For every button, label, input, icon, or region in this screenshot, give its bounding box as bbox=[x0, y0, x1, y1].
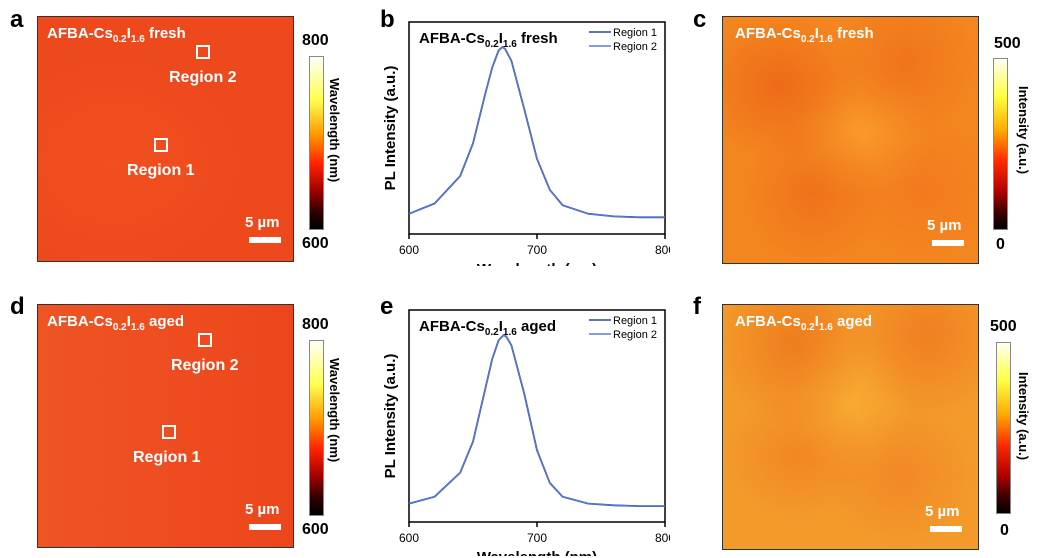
panel-label-c: c bbox=[693, 6, 707, 33]
chart-title: AFBA-Cs0.2I1.6 aged bbox=[419, 318, 556, 338]
map-title: AFBA-Cs0.2I1.6 aged bbox=[735, 313, 873, 333]
colorbar-max: 500 bbox=[990, 318, 1017, 335]
scale-bar bbox=[930, 526, 962, 532]
panel-label-b: b bbox=[380, 6, 395, 33]
colorbar-title: Wavelength (nm) bbox=[327, 358, 342, 463]
region-2-label: Region 2 bbox=[169, 69, 237, 86]
panel-label-a: a bbox=[10, 6, 24, 33]
wavelength-map-fresh: AFBA-Cs0.2I1.6 fresh Region 2 Region 1 5… bbox=[37, 16, 294, 262]
series-line-2 bbox=[408, 46, 665, 218]
scale-bar bbox=[932, 240, 964, 246]
legend-label-1: Region 1 bbox=[613, 27, 657, 39]
region-2-box bbox=[198, 333, 212, 347]
x-tick-label: 800 bbox=[655, 531, 670, 545]
region-1-box bbox=[162, 425, 176, 439]
series-line-1 bbox=[408, 333, 665, 507]
x-axis-label: Wavelength (nm) bbox=[477, 261, 597, 266]
colorbar-max: 800 bbox=[302, 32, 329, 49]
colorbar-min: 600 bbox=[302, 235, 329, 252]
intensity-map-aged: AFBA-Cs0.2I1.6 aged 5 µm bbox=[722, 304, 979, 550]
map-title: AFBA-Cs0.2I1.6 aged bbox=[47, 313, 185, 333]
scale-bar-label: 5 µm bbox=[245, 501, 280, 518]
plot-frame bbox=[408, 21, 666, 235]
y-axis-label: PL Intensity (a.u.) bbox=[382, 66, 399, 191]
legend-label-2: Region 2 bbox=[613, 329, 657, 341]
region-2-label: Region 2 bbox=[171, 357, 239, 374]
colorbar-title: Wavelength (nm) bbox=[327, 78, 342, 183]
plot-frame bbox=[408, 309, 666, 523]
pl-spectrum-fresh-chart: AFBA-Cs0.2I1.6 fresh Region 1 Region 2 600 7… bbox=[382, 21, 670, 266]
scale-bar-label: 5 µm bbox=[925, 503, 960, 520]
series-line-2 bbox=[408, 334, 665, 507]
region-1-box bbox=[154, 138, 168, 152]
region-1-label: Region 1 bbox=[133, 449, 201, 466]
colorbar-min: 0 bbox=[1000, 522, 1009, 539]
legend-label-2: Region 2 bbox=[613, 41, 657, 53]
map-title: AFBA-Cs0.2I1.6 fresh bbox=[47, 25, 186, 45]
x-tick-label: 700 bbox=[527, 531, 547, 545]
wavelength-map-aged: AFBA-Cs0.2I1.6 aged Region 2 Region 1 5 … bbox=[37, 304, 294, 548]
scale-bar-label: 5 µm bbox=[927, 217, 962, 234]
scale-bar bbox=[249, 237, 281, 243]
panel-label-d: d bbox=[10, 293, 25, 320]
region-1-label: Region 1 bbox=[127, 162, 195, 179]
colorbar-min: 0 bbox=[996, 236, 1005, 253]
pl-spectrum-aged-chart: AFBA-Cs0.2I1.6 aged Region 1 Region 2 600 70… bbox=[382, 309, 670, 556]
region-2-box bbox=[196, 45, 210, 59]
colorbar-title: Intensity (a.u.) bbox=[1016, 86, 1031, 175]
intensity-colorbar bbox=[996, 342, 1011, 514]
x-tick-label: 600 bbox=[399, 243, 419, 257]
x-axis-label: Wavelength (nm) bbox=[477, 549, 597, 556]
colorbar-min: 600 bbox=[302, 521, 329, 538]
x-tick-label: 600 bbox=[399, 531, 419, 545]
scale-bar-label: 5 µm bbox=[245, 214, 280, 231]
scale-bar bbox=[249, 524, 281, 530]
intensity-map-fresh: AFBA-Cs0.2I1.6 fresh 5 µm bbox=[722, 16, 979, 264]
colorbar-max: 800 bbox=[302, 316, 329, 333]
series-line-1 bbox=[408, 45, 665, 219]
panel-label-e: e bbox=[380, 293, 394, 320]
colorbar-max: 500 bbox=[994, 35, 1021, 52]
map-title: AFBA-Cs0.2I1.6 fresh bbox=[735, 25, 874, 45]
panel-label-f: f bbox=[693, 293, 701, 320]
wavelength-colorbar bbox=[309, 340, 324, 516]
intensity-colorbar bbox=[993, 58, 1008, 230]
wavelength-colorbar bbox=[309, 56, 324, 230]
colorbar-title: Intensity (a.u.) bbox=[1016, 372, 1031, 461]
x-tick-label: 700 bbox=[527, 243, 547, 257]
y-axis-label: PL Intensity (a.u.) bbox=[382, 354, 399, 479]
legend-label-1: Region 1 bbox=[613, 315, 657, 327]
x-tick-label: 800 bbox=[655, 243, 670, 257]
chart-title: AFBA-Cs0.2I1.6 fresh bbox=[419, 30, 558, 50]
